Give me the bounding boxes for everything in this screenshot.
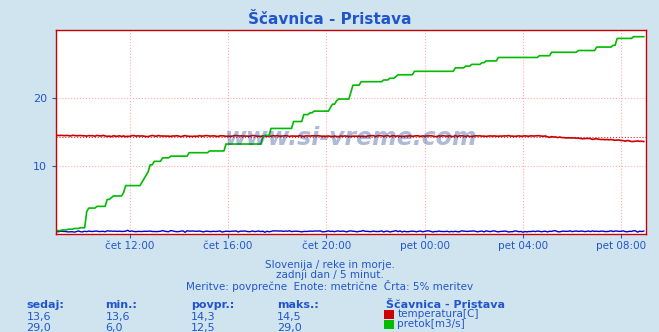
Text: Slovenija / reke in morje.: Slovenija / reke in morje. [264,260,395,270]
Text: Ščavnica - Pristava: Ščavnica - Pristava [248,12,411,27]
Text: Ščavnica - Pristava: Ščavnica - Pristava [386,300,505,310]
Text: 13,6: 13,6 [105,312,130,322]
Text: 6,0: 6,0 [105,323,123,332]
Text: povpr.:: povpr.: [191,300,235,310]
Text: zadnji dan / 5 minut.: zadnji dan / 5 minut. [275,270,384,280]
Text: 13,6: 13,6 [26,312,51,322]
Text: 29,0: 29,0 [26,323,51,332]
Text: 29,0: 29,0 [277,323,302,332]
Text: pretok[m3/s]: pretok[m3/s] [397,319,465,329]
Text: maks.:: maks.: [277,300,318,310]
Text: temperatura[C]: temperatura[C] [397,309,479,319]
Text: Meritve: povprečne  Enote: metrične  Črta: 5% meritev: Meritve: povprečne Enote: metrične Črta:… [186,280,473,291]
Text: www.si-vreme.com: www.si-vreme.com [225,126,477,150]
Text: 14,5: 14,5 [277,312,301,322]
Text: sedaj:: sedaj: [26,300,64,310]
Text: 14,3: 14,3 [191,312,215,322]
Text: 12,5: 12,5 [191,323,215,332]
Text: min.:: min.: [105,300,137,310]
